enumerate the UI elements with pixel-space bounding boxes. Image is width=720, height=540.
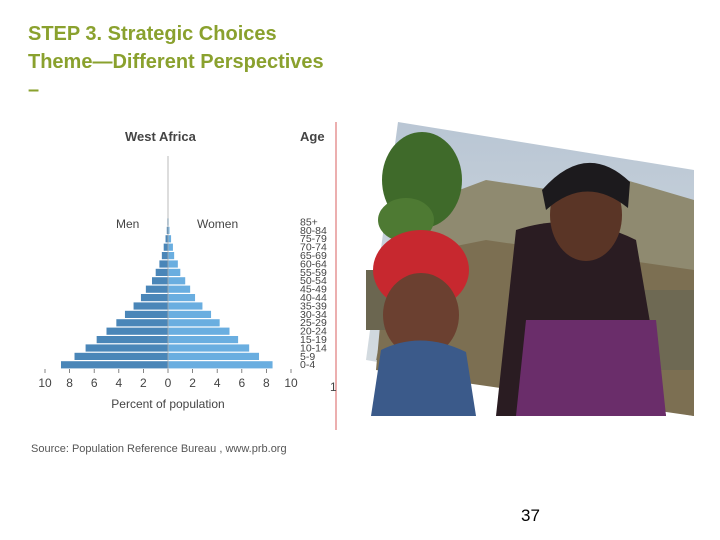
bar-women-60-64	[168, 260, 178, 268]
x-tick-label: 4	[214, 376, 221, 390]
age-label-30-34: 30-34	[300, 309, 327, 321]
age-label-10-14: 10-14	[300, 342, 327, 354]
age-label-55-59: 55-59	[300, 267, 327, 279]
age-label-75-79: 75-79	[300, 233, 327, 245]
bar-men-60-64	[159, 260, 168, 268]
bar-women-15-19	[168, 336, 239, 344]
woman-dress	[516, 320, 666, 416]
age-label-35-39: 35-39	[300, 300, 327, 312]
x-ticks-group: 10 8 6 4 2 0 2 4 6 8 10	[38, 156, 298, 390]
title-line-3: –	[28, 79, 40, 101]
source-caption: Source: Population Reference Bureau , ww…	[31, 443, 287, 455]
age-label-45-49: 45-49	[300, 284, 327, 296]
bar-men-20-24	[106, 327, 168, 335]
population-pyramid-chart: West Africa Age Men Women Percent of pop…	[30, 118, 338, 436]
bar-women-35-39	[168, 302, 203, 310]
x-tick-label: 2	[140, 376, 147, 390]
age-label-25-29: 25-29	[300, 317, 327, 329]
age-labels-group: 0-45-910-1415-1920-2425-2930-3435-3940-4…	[300, 216, 327, 371]
bar-men-35-39	[133, 302, 168, 310]
x-tick-label: 2	[189, 376, 196, 390]
bar-men-40-44	[140, 294, 168, 302]
woman-headwrap	[542, 162, 630, 210]
bar-women-5-9	[168, 352, 260, 360]
bar-men-50-54	[152, 277, 168, 285]
bar-women-20-24	[168, 327, 230, 335]
x-tick-label: 6	[91, 376, 98, 390]
age-label-70-74: 70-74	[300, 242, 327, 254]
photo-mother-child	[366, 120, 694, 416]
x-tick-label: 6	[238, 376, 245, 390]
child-face	[383, 273, 459, 357]
x-tick-label: 0	[165, 376, 172, 390]
bar-men-10-14	[85, 344, 168, 352]
bar-men-30-34	[124, 310, 168, 318]
bar-men-70-74	[163, 243, 168, 251]
child-shirt	[371, 340, 476, 416]
page-number: 37	[521, 506, 540, 525]
age-label-0-4: 0-4	[300, 359, 315, 371]
bar-women-55-59	[168, 268, 181, 276]
bar-men-25-29	[116, 319, 168, 327]
bar-men-5-9	[74, 352, 168, 360]
bar-women-65-69	[168, 252, 175, 260]
age-label-40-44: 40-44	[300, 292, 327, 304]
x-tick-label: 8	[263, 376, 270, 390]
bar-men-0-4	[60, 361, 168, 369]
bar-women-25-29	[168, 319, 220, 327]
legend-women: Women	[197, 217, 238, 231]
bar-women-0-4	[168, 361, 273, 369]
bar-women-50-54	[168, 277, 186, 285]
bar-men-80-84	[166, 226, 168, 234]
bar-women-30-34	[168, 310, 212, 318]
age-label-85+: 85+	[300, 216, 318, 228]
bar-men-75-79	[165, 235, 168, 243]
bar-women-70-74	[168, 243, 173, 251]
age-label-50-54: 50-54	[300, 275, 327, 287]
title-line-2: Theme—Different Perspectives	[28, 51, 324, 73]
x-tick-label: 10	[38, 376, 52, 390]
x-axis-label: Percent of population	[111, 397, 224, 411]
clipped-tick-label: 1	[330, 380, 337, 394]
bar-men-55-59	[155, 268, 168, 276]
bar-women-40-44	[168, 294, 196, 302]
bar-men-65-69	[161, 252, 168, 260]
title-line-1: STEP 3. Strategic Choices	[28, 23, 277, 45]
age-header: Age	[300, 129, 325, 144]
bar-women-80-84	[168, 226, 170, 234]
age-label-20-24: 20-24	[300, 326, 327, 338]
age-label-80-84: 80-84	[300, 225, 327, 237]
x-tick-label: 8	[66, 376, 73, 390]
slide-title: STEP 3. Strategic Choices Theme—Differen…	[28, 20, 324, 104]
bar-men-15-19	[96, 336, 168, 344]
legend-men: Men	[116, 217, 139, 231]
bar-women-75-79	[168, 235, 172, 243]
age-label-15-19: 15-19	[300, 334, 327, 346]
age-label-5-9: 5-9	[300, 351, 315, 363]
x-tick-label: 10	[284, 376, 298, 390]
pyramid-svg: West Africa Age Men Women Percent of pop…	[38, 122, 337, 430]
age-label-65-69: 65-69	[300, 250, 327, 262]
bar-women-45-49	[168, 285, 191, 293]
bar-women-10-14	[168, 344, 250, 352]
bar-men-45-49	[145, 285, 168, 293]
bars-group	[60, 218, 273, 369]
age-label-60-64: 60-64	[300, 258, 327, 270]
x-tick-label: 4	[115, 376, 122, 390]
chart-title: West Africa	[125, 129, 197, 144]
